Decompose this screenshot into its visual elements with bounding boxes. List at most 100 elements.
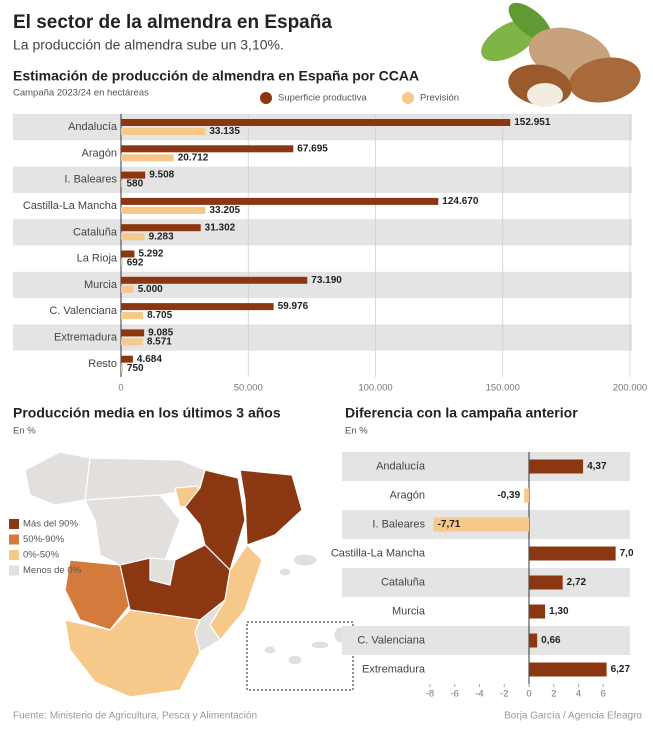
category-label: Resto — [88, 358, 117, 370]
bar — [121, 171, 146, 179]
value-label: 4.684 — [137, 354, 162, 365]
category-label: Castilla-La Mancha — [23, 200, 118, 212]
category-label: I. Baleares — [64, 174, 117, 186]
value-label: -7,71 — [438, 519, 461, 530]
category-label: Andalucía — [68, 121, 118, 133]
bar — [121, 197, 439, 205]
x-tick-label: 2 — [551, 689, 556, 700]
subtitle: La producción de almendra sube un 3,10%. — [13, 37, 284, 53]
chart-subtitle: Campaña 2023/24 en hectáreas — [13, 88, 149, 99]
bar — [121, 329, 145, 337]
x-tick-label: 4 — [576, 689, 581, 700]
bar — [529, 604, 546, 619]
chart-title: Estimación de producción de almendra en … — [13, 68, 419, 84]
x-tick-label: -2 — [500, 689, 508, 700]
category-label: Castilla-La Mancha — [331, 547, 426, 559]
legend-label: Previsión — [420, 93, 459, 104]
bar — [529, 575, 563, 590]
bar — [121, 119, 511, 126]
legend-label: Superficie productiva — [278, 93, 367, 104]
category-label: Murcia — [392, 605, 426, 617]
x-tick-label: 6 — [601, 689, 606, 700]
value-label: 33.205 — [210, 205, 241, 216]
map-title: Producción media en los últimos 3 años — [13, 405, 281, 421]
legend-marker — [260, 92, 272, 104]
credit: Borja García / Agencia Efeagro — [504, 711, 642, 722]
legend-label: Más del 90% — [23, 519, 78, 530]
value-label: 4,37 — [587, 461, 607, 472]
bar — [121, 303, 274, 311]
bar — [121, 233, 145, 241]
x-tick-label: 0 — [526, 689, 531, 700]
bar — [524, 488, 529, 503]
bar — [121, 250, 135, 258]
category-label: La Rioja — [77, 253, 118, 265]
x-tick-label: -4 — [475, 689, 483, 700]
category-label: Aragón — [82, 147, 117, 159]
legend-swatch — [9, 550, 19, 560]
row-band — [13, 324, 632, 351]
row-band — [13, 114, 632, 141]
bar — [121, 206, 206, 214]
bar — [529, 459, 584, 474]
x-tick-label: -6 — [451, 689, 459, 700]
value-label: 33.135 — [209, 126, 240, 137]
value-label: 20.712 — [178, 152, 209, 163]
category-label: C. Valenciana — [49, 305, 118, 317]
map-subtitle: En % — [13, 426, 36, 437]
row-band — [342, 568, 630, 597]
value-label: 9.283 — [149, 231, 174, 242]
value-label: 5.292 — [138, 249, 163, 260]
value-label: 9.085 — [148, 328, 173, 339]
value-label: 5.000 — [138, 284, 163, 295]
row-band — [13, 271, 632, 299]
category-label: Murcia — [84, 279, 118, 291]
legend-swatch — [9, 519, 19, 529]
category-label: Extremadura — [54, 331, 118, 343]
bar — [121, 154, 174, 162]
category-label: C. Valenciana — [357, 634, 426, 646]
bar — [121, 180, 123, 188]
legend-label: Menos de 0% — [23, 565, 82, 576]
value-label: 7,0 — [620, 548, 634, 559]
value-label: 73.190 — [311, 275, 342, 286]
bar — [121, 276, 308, 284]
value-label: 31.302 — [205, 222, 236, 233]
value-label: 692 — [127, 258, 144, 269]
bar — [121, 338, 143, 346]
bar — [529, 546, 616, 561]
value-label: 8.571 — [147, 337, 172, 348]
bar — [529, 633, 538, 648]
legend-label: 0%-50% — [23, 550, 59, 561]
row-band — [13, 219, 632, 246]
value-label: 1,30 — [549, 606, 569, 617]
map — [24, 451, 354, 698]
bar — [121, 145, 294, 153]
title: El sector de la almendra en España — [13, 12, 332, 33]
bar — [433, 517, 529, 532]
row-band — [342, 626, 630, 655]
almond-illustration — [481, 2, 641, 107]
bar — [121, 355, 133, 363]
x-tick-label: 0 — [118, 383, 123, 394]
chart-subtitle: En % — [345, 426, 368, 437]
value-label: 6,27 — [611, 664, 631, 675]
bar — [121, 224, 201, 232]
legend-marker — [402, 92, 414, 104]
value-label: 124.670 — [442, 196, 479, 207]
legend-label: 50%-90% — [23, 534, 65, 545]
x-tick-label: 100.000 — [358, 383, 392, 394]
value-label: 59.976 — [278, 301, 309, 312]
bar — [121, 259, 123, 267]
value-label: 67.695 — [297, 143, 328, 154]
category-label: I. Baleares — [372, 518, 425, 530]
canary-box — [246, 621, 354, 691]
value-label: 152.951 — [514, 117, 551, 128]
legend-swatch — [9, 565, 19, 576]
x-tick-label: -8 — [426, 689, 434, 700]
value-label: 2,72 — [567, 577, 587, 588]
value-label: 0,66 — [541, 635, 561, 646]
row-band — [13, 166, 632, 193]
value-label: 8.705 — [147, 310, 172, 321]
